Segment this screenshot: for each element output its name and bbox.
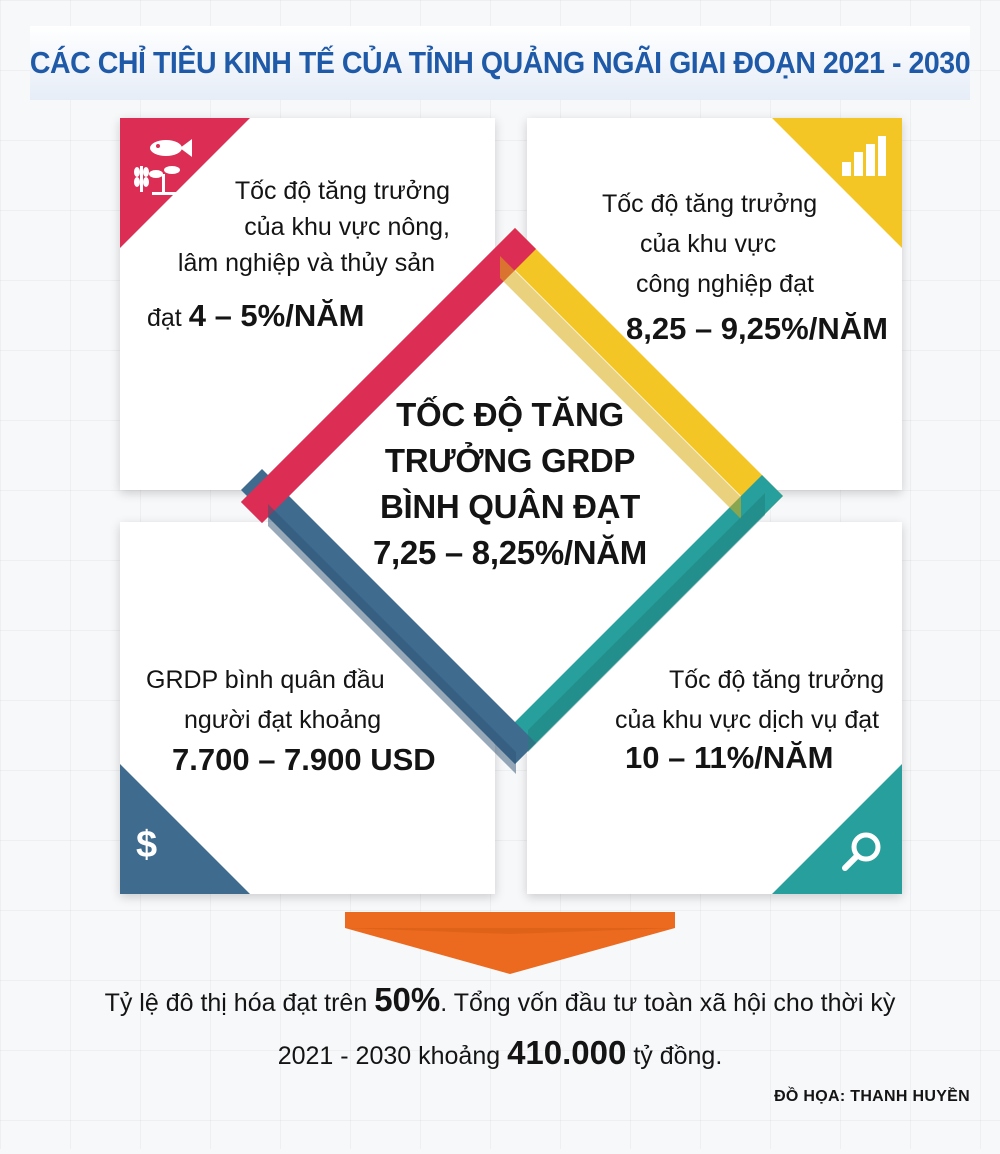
agri-prefix: đạt [147, 304, 182, 332]
bottom-text-1: Tỷ lệ đô thị hóa đạt trên [104, 989, 375, 1017]
bottom-value-investment: 410.000 [507, 1034, 627, 1071]
grdp-line-2: người đạt khoảng [184, 706, 382, 734]
industry-line-1: Tốc độ tăng trưởng [602, 190, 818, 218]
industry-line-2: của khu vực [640, 230, 777, 258]
down-arrow-icon [345, 912, 675, 979]
agri-line-1: Tốc độ tăng trưởng [234, 177, 450, 205]
center-line-1: TỐC ĐỘ TĂNG [396, 396, 624, 433]
bottom-summary: Tỷ lệ đô thị hóa đạt trên 50%. Tổng vốn … [30, 975, 970, 1081]
bottom-text-2: . Tổng vốn đầu tư toàn xã hội cho thời k… [440, 989, 896, 1017]
graphic-credit: ĐỒ HỌA: THANH HUYỀN [774, 1088, 970, 1105]
dollar-icon: $ [136, 824, 158, 866]
agri-value: 4 – 5%/NĂM [188, 298, 365, 333]
bottom-text-3: 2021 - 2030 khoảng [277, 1042, 508, 1070]
center-line-4: 7,25 – 8,25%/NĂM [372, 534, 647, 571]
industry-line-3: công nghiệp đạt [636, 270, 814, 298]
grdp-corner [120, 764, 250, 894]
services-corner [772, 764, 902, 894]
bottom-value-urbanization: 50% [374, 981, 441, 1018]
services-line-1: Tốc độ tăng trưởng [669, 666, 885, 694]
agri-line-3: lâm nghiệp và thủy sản [177, 249, 435, 277]
title-band: CÁC CHỈ TIÊU KINH TẾ CỦA TỈNH QUẢNG NGÃI… [29, 26, 971, 100]
card-grdp-per-capita: $ GRDP bình quân đầu người đạt khoảng 7.… [120, 522, 495, 894]
grdp-line-1: GRDP bình quân đầu [146, 666, 385, 694]
magnifier-icon [842, 830, 884, 877]
bottom-text-4: tỷ đồng. [626, 1042, 723, 1070]
services-value: 10 – 11%/NĂM [625, 740, 834, 775]
fish-plant-icon [132, 130, 212, 215]
card-services: Tốc độ tăng trưởng của khu vực dịch vụ đ… [527, 522, 902, 894]
services-line-2: của khu vực dịch vụ đạt [615, 706, 880, 734]
agri-line-2: của khu vực nông, [244, 213, 450, 241]
center-line-3: BÌNH QUÂN ĐẠT [379, 488, 641, 525]
grdp-value: 7.700 – 7.900 USD [172, 742, 436, 777]
bar-chart-icon [842, 136, 886, 181]
page-title: CÁC CHỈ TIÊU KINH TẾ CỦA TỈNH QUẢNG NGÃI… [29, 45, 971, 80]
center-line-2: TRƯỞNG GRDP [384, 442, 636, 479]
industry-value: 8,25 – 9,25%/NĂM [626, 311, 888, 346]
center-grdp-text: TỐC ĐỘ TĂNG TRƯỞNG GRDP BÌNH QUÂN ĐẠT 7,… [330, 392, 690, 576]
